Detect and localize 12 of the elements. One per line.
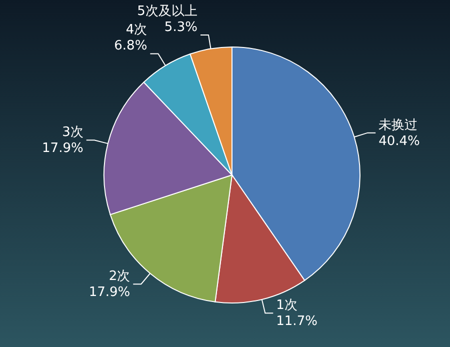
slice-label: 4次	[126, 22, 148, 38]
slice-label: 1次	[276, 298, 298, 314]
data-label: 11.7%	[276, 314, 318, 330]
slice-label: 3次	[62, 125, 84, 140]
data-label: 17.9%	[88, 285, 130, 300]
data-label: 40.4%	[378, 134, 420, 149]
slice-label: 5次及以上	[137, 4, 198, 19]
slice-label: 未换过	[378, 118, 418, 133]
slice-label: 2次	[108, 269, 130, 284]
data-label: 6.8%	[114, 38, 148, 54]
data-label: 5.3%	[164, 20, 198, 35]
data-label: 17.9%	[42, 141, 84, 156]
